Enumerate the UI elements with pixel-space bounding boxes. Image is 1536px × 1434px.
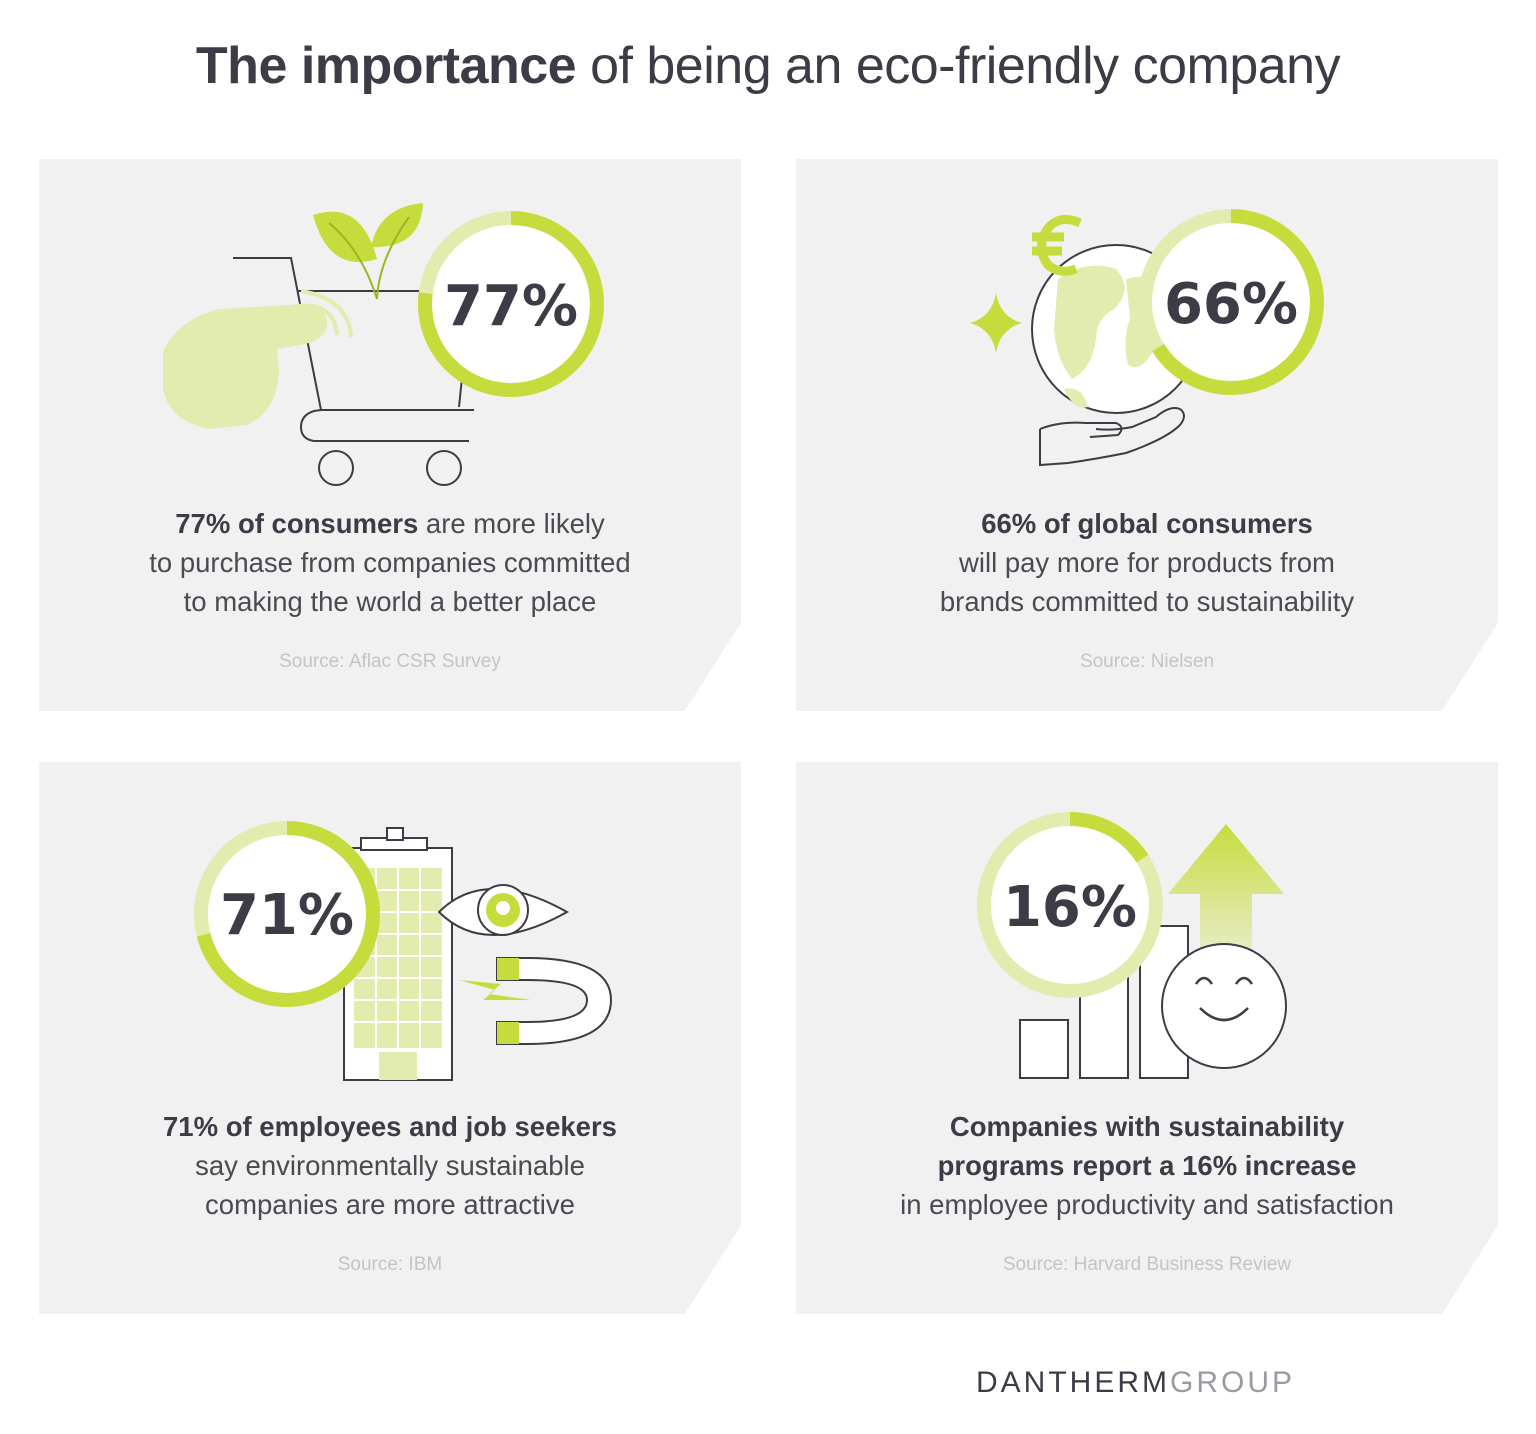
- open-hand-icon: [1039, 407, 1185, 467]
- card-illustration: 66%: [970, 209, 1324, 467]
- office-building-icon: [343, 827, 453, 1081]
- statement-text: are more likely: [418, 508, 605, 539]
- statement: 71% of employees and job seekers say env…: [39, 1107, 741, 1224]
- logo-part-dantherm: DANTHERM: [976, 1366, 1170, 1399]
- statement-highlight: programs report a 16% increase: [937, 1150, 1357, 1181]
- source-text: Source: IBM: [337, 1254, 443, 1275]
- stat-card-global-consumers: 66% 66% of global consumers will pay mor…: [796, 159, 1498, 711]
- progress-ring: 16%: [977, 812, 1163, 998]
- eye-icon: [437, 884, 570, 936]
- percent-value: 66%: [1164, 272, 1298, 337]
- statement-text: brands committed to sustainability: [939, 586, 1355, 617]
- statement-text: will pay more for products from: [959, 547, 1335, 578]
- source-text: Source: Harvard Business Review: [1002, 1254, 1292, 1275]
- statement-text: to making the world a better place: [183, 586, 597, 617]
- statement: Companies with sustainability programs r…: [796, 1107, 1498, 1224]
- progress-ring: 66%: [1138, 209, 1324, 395]
- source-text: Source: Nielsen: [1079, 651, 1215, 672]
- lightning-icon: [459, 980, 531, 1000]
- statement: 77% of consumers are more likely to purc…: [39, 504, 741, 621]
- title-bold: The importance: [195, 37, 577, 95]
- sparkle-icon: [970, 293, 1022, 353]
- source-text: Source: Aflac CSR Survey: [279, 651, 501, 672]
- statement-highlight: Companies with sustainability: [949, 1111, 1345, 1142]
- magnet-icon: [496, 957, 613, 1045]
- stat-card-consumers: 77% 77% of consumers are more likely to …: [39, 159, 741, 711]
- smiley-face-icon: [1161, 943, 1287, 1069]
- statement-highlight: 66% of global consumers: [981, 508, 1313, 539]
- percent-value: 77%: [444, 274, 578, 339]
- company-logo: DANTHERMGROUP: [976, 1366, 1295, 1400]
- stat-card-companies: 16% Companies with sustainability progra…: [796, 762, 1498, 1314]
- page-title: The importance of being an eco-friendly …: [0, 36, 1536, 96]
- statement-highlight: 71% of employees and job seekers: [163, 1111, 617, 1142]
- statement-text: to purchase from companies committed: [149, 547, 631, 578]
- pointing-hand-icon: [163, 289, 353, 429]
- statement-text: in employee productivity and satisfactio…: [900, 1189, 1394, 1220]
- statement: 66% of global consumers will pay more fo…: [796, 504, 1498, 621]
- card-illustration: 77%: [163, 203, 604, 486]
- plant-leaves-icon: [313, 203, 423, 300]
- statement-text: companies are more attractive: [205, 1189, 575, 1220]
- percent-value: 16%: [1003, 875, 1137, 940]
- euro-icon: [1032, 214, 1082, 276]
- progress-ring: 71%: [194, 821, 380, 1007]
- progress-ring: 77%: [418, 211, 604, 397]
- statement-text: say environmentally sustainable: [195, 1150, 585, 1181]
- up-arrow-icon: [1168, 824, 1284, 992]
- stat-card-employees: 71% 71% of employees and job seekers say…: [39, 762, 741, 1314]
- card-illustration: 71%: [194, 821, 613, 1081]
- statement-highlight: 77% of consumers: [175, 508, 419, 539]
- logo-part-group: GROUP: [1170, 1366, 1296, 1399]
- card-illustration: 16%: [977, 812, 1287, 1079]
- title-rest: of being an eco-friendly company: [590, 37, 1341, 95]
- percent-value: 71%: [220, 883, 354, 948]
